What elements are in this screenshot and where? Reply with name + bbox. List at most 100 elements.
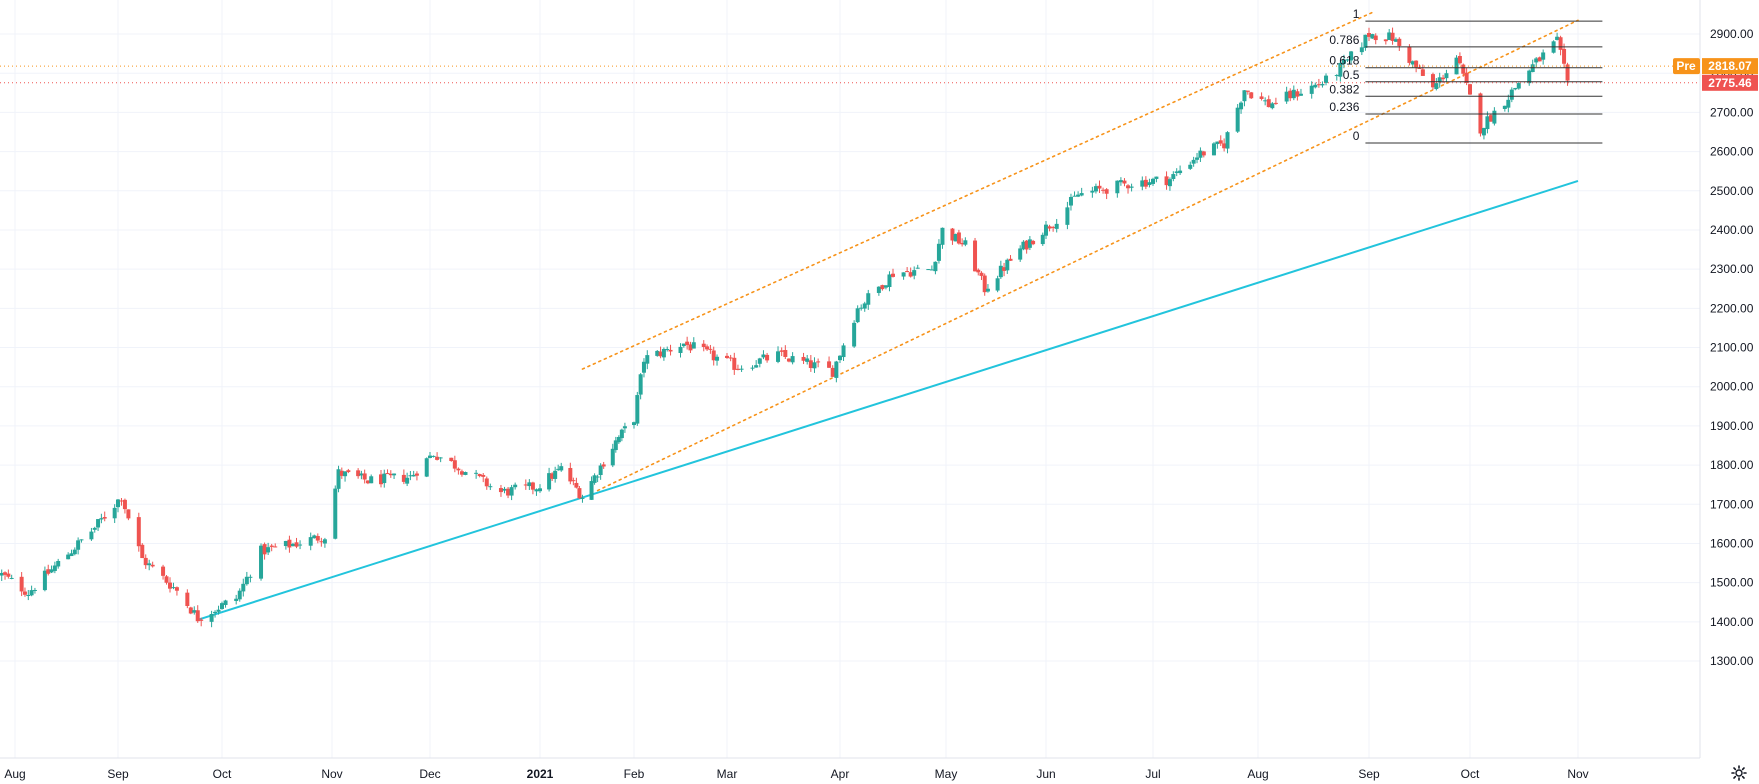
candle-body xyxy=(1005,259,1010,271)
candle-body xyxy=(185,592,190,607)
candle-body xyxy=(3,572,8,575)
candle-body xyxy=(1235,107,1240,132)
candle-body xyxy=(1129,186,1134,188)
candle-body xyxy=(1444,73,1449,79)
candle-body xyxy=(1338,62,1343,77)
candle-body xyxy=(46,569,51,574)
candle-body xyxy=(1122,180,1127,184)
candle-body xyxy=(1534,58,1539,63)
candle-body xyxy=(619,429,624,439)
candle-body xyxy=(322,539,327,544)
candle-body xyxy=(979,272,984,276)
candle-body xyxy=(550,473,555,479)
candle-body xyxy=(852,322,857,347)
candle-body xyxy=(933,261,938,272)
candle-body xyxy=(838,355,842,361)
candle-body xyxy=(9,577,14,579)
candle-body xyxy=(1370,34,1375,39)
x-tick-label: Oct xyxy=(213,767,232,781)
candle-body xyxy=(728,357,733,359)
candle-body xyxy=(150,564,155,567)
candle-body xyxy=(1516,83,1521,89)
candle-body xyxy=(76,540,81,550)
fib-level-label: 0 xyxy=(1353,129,1360,143)
candle-body xyxy=(1309,85,1314,94)
candle-body xyxy=(369,476,374,484)
candle-body xyxy=(315,536,320,541)
x-tick-label: Nov xyxy=(1567,767,1588,781)
candle-body xyxy=(757,358,762,364)
candle-body xyxy=(956,232,961,244)
candle-body xyxy=(1242,90,1247,102)
support-trendline[interactable] xyxy=(197,180,1579,621)
candle-body xyxy=(116,499,120,508)
candle-body xyxy=(705,346,710,350)
candle-body xyxy=(1249,92,1254,99)
y-tick-label: 2000.00 xyxy=(1710,380,1754,394)
candle-body xyxy=(408,475,413,477)
candle-body xyxy=(908,272,913,277)
candle-body xyxy=(887,274,892,288)
candle-body xyxy=(199,619,204,621)
candle-body xyxy=(1239,102,1244,110)
candle-body xyxy=(484,478,489,487)
candle-body xyxy=(880,285,885,290)
candle-body xyxy=(655,350,660,356)
candle-body xyxy=(49,569,54,573)
candle-body xyxy=(940,227,945,245)
y-tick-label: 2500.00 xyxy=(1710,184,1754,198)
y-tick-label: 1700.00 xyxy=(1710,497,1754,511)
time-axis[interactable]: Aug Sep Oct Nov Dec 2021 Feb Mar Apr May Jun Jul Aug… xyxy=(0,757,1700,781)
x-tick-label: 2021 xyxy=(527,767,554,781)
gear-icon[interactable] xyxy=(1728,762,1750,784)
price-axis[interactable]: 2900.002800.002700.002600.002500.002400.… xyxy=(1699,0,1754,758)
candle-body xyxy=(1509,89,1514,100)
candle-body xyxy=(26,595,31,597)
candle-body xyxy=(333,488,338,539)
candle-body xyxy=(963,240,968,245)
channel-lower-line[interactable] xyxy=(596,19,1579,492)
candle-body xyxy=(995,278,1000,291)
candle-body xyxy=(547,473,552,490)
x-tick-label: Oct xyxy=(1461,767,1480,781)
candle-body xyxy=(765,354,770,361)
candle-body xyxy=(739,368,744,370)
candle-body xyxy=(1198,150,1203,158)
candle-body xyxy=(435,456,440,460)
candle-body xyxy=(509,487,514,496)
candle-body xyxy=(1054,223,1059,229)
candle-body xyxy=(126,509,131,519)
candle-body xyxy=(1410,61,1415,65)
candle-body xyxy=(339,470,344,476)
candle-body xyxy=(1468,84,1472,95)
candle-body xyxy=(1115,180,1120,194)
candle-body xyxy=(1527,70,1532,84)
candle-body xyxy=(754,365,759,368)
candle-body xyxy=(273,546,278,548)
candle-body xyxy=(1562,48,1567,64)
y-tick-label: 1500.00 xyxy=(1710,576,1754,590)
candle-body xyxy=(6,573,11,577)
channel-upper-line[interactable] xyxy=(581,11,1374,370)
candle-body xyxy=(1407,46,1412,63)
candle-body xyxy=(298,544,303,546)
candle-body xyxy=(530,482,535,490)
candle-body xyxy=(283,540,288,547)
x-tick-label: Dec xyxy=(419,767,440,781)
candle-body xyxy=(732,357,737,370)
candle-body xyxy=(294,542,299,547)
candle-body xyxy=(1195,157,1200,160)
candle-body xyxy=(1349,51,1354,61)
candle-body xyxy=(216,609,221,612)
candle-body xyxy=(213,611,218,614)
candle-body xyxy=(438,457,443,459)
candle-body xyxy=(915,267,920,269)
candle-body xyxy=(1537,57,1542,62)
candle-body xyxy=(388,473,393,476)
candle-body xyxy=(1420,69,1425,76)
candle-body xyxy=(715,356,720,361)
x-tick-label: Sep xyxy=(107,767,129,781)
